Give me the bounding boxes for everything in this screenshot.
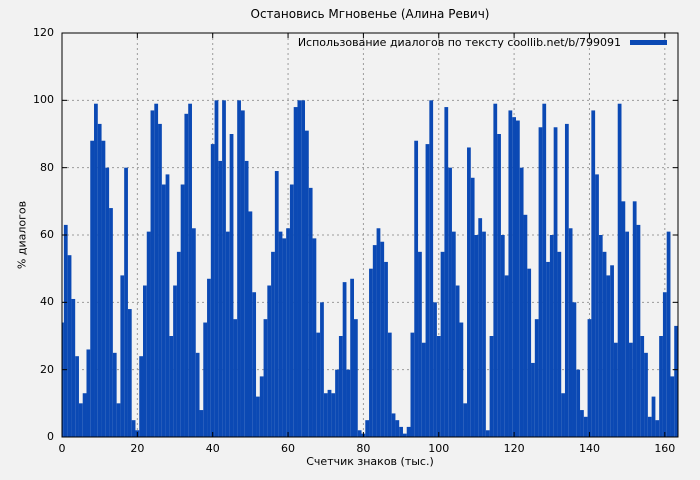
- chart-title: Остановись Мгновенье (Алина Ревич): [250, 7, 490, 21]
- legend-label: Использование диалогов по тексту coollib…: [297, 36, 621, 49]
- x-tick-label: 160: [654, 442, 676, 455]
- y-tick-label: 120: [33, 26, 54, 39]
- x-tick-label: 120: [503, 442, 525, 455]
- y-tick-label: 40: [40, 295, 54, 309]
- x-axis-title: Счетчик знаков (тыс.): [306, 455, 434, 468]
- legend: Использование диалогов по тексту coollib…: [298, 36, 667, 49]
- y-tick-label: 100: [33, 93, 54, 107]
- x-tick-label: 40: [205, 442, 220, 455]
- x-tick-label: 20: [130, 442, 145, 455]
- x-tick-label: 80: [356, 442, 371, 455]
- x-tick-label: 100: [428, 442, 450, 455]
- y-tick-label: 80: [40, 160, 54, 174]
- x-tick-label: 140: [578, 442, 600, 455]
- y-tick-label: 20: [40, 362, 54, 376]
- x-tick-label: 60: [281, 442, 296, 455]
- x-tick-label: 0: [58, 442, 66, 455]
- legend-swatch: [630, 40, 667, 45]
- y-tick-label: 0: [47, 430, 54, 443]
- y-tick-label: 60: [40, 228, 54, 241]
